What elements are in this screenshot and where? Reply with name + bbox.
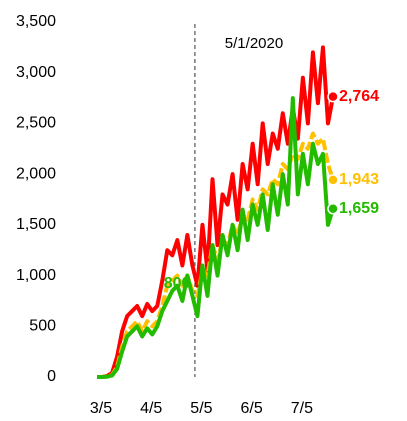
end-marker	[327, 90, 339, 103]
y-tick-label: 3,500	[16, 13, 56, 30]
x-tick-label: 6/5	[241, 400, 263, 417]
value-label: 1,659	[339, 200, 379, 217]
annotation: 5/1/2020	[225, 35, 283, 52]
end-marker	[327, 202, 339, 215]
x-tick-label: 7/5	[291, 400, 313, 417]
value-label: 2,764	[339, 88, 379, 105]
x-tick-label: 5/5	[190, 400, 212, 417]
end-marker	[327, 174, 339, 186]
value-label: 1,943	[339, 171, 379, 188]
y-tick-label: 3,000	[16, 64, 56, 81]
y-tick-label: 0	[47, 368, 56, 385]
value-label: 800	[164, 275, 191, 292]
y-tick-label: 1,500	[16, 216, 56, 233]
y-tick-label: 2,000	[16, 165, 56, 182]
y-tick-label: 1,000	[16, 267, 56, 284]
series-line	[97, 96, 335, 379]
x-tick-label: 3/5	[90, 400, 112, 417]
y-tick-label: 2,500	[16, 115, 56, 132]
y-tick-label: 500	[29, 318, 56, 335]
x-tick-label: 4/5	[140, 400, 162, 417]
